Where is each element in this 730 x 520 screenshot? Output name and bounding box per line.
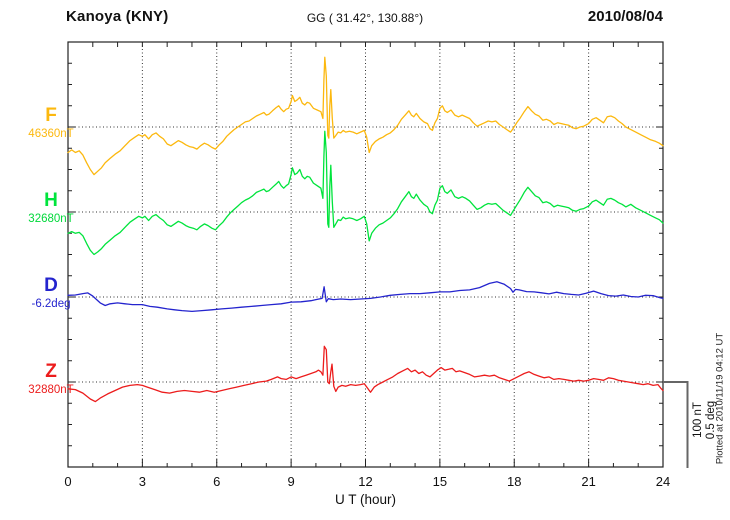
x-tick-label-18: 18 xyxy=(507,474,522,489)
channel-baseline-H: 32680nT xyxy=(28,213,74,225)
plot-date: 2010/08/04 xyxy=(587,8,663,25)
channel-letter-Z: Z xyxy=(45,361,57,382)
station-title: Kanoya (KNY) xyxy=(66,8,169,25)
x-tick-label-15: 15 xyxy=(432,474,448,489)
x-tick-label-21: 21 xyxy=(581,474,596,489)
channel-letter-D: D xyxy=(44,275,58,296)
channel-label-F: F 46360nT xyxy=(16,106,86,141)
series-line-Z xyxy=(67,345,664,403)
channel-label-H: H 32680nT xyxy=(16,191,86,226)
channel-label-Z: Z 32880nT xyxy=(16,362,86,397)
plotted-at-note: Plotted at 2010/11/19 04:12 UT xyxy=(714,332,726,465)
x-tick-label-6: 6 xyxy=(213,474,221,489)
x-tick-label-9: 9 xyxy=(287,474,295,489)
channel-baseline-F: 46360nT xyxy=(28,128,74,140)
x-axis-title: U T (hour) xyxy=(334,492,397,507)
x-tick-label-0: 0 xyxy=(64,474,72,489)
x-tick-label-3: 3 xyxy=(138,474,146,489)
scalebar xyxy=(663,381,689,468)
channel-baseline-Z: 32880nT xyxy=(28,384,74,396)
x-tick-label-24: 24 xyxy=(655,474,671,489)
series-line-F xyxy=(67,56,664,176)
channel-baseline-D: -6.2deg xyxy=(31,298,71,310)
geographic-coordinates: GG ( 31.42°, 130.88°) xyxy=(306,11,424,25)
x-tick-label-12: 12 xyxy=(358,474,373,489)
channel-letter-F: F xyxy=(45,105,57,126)
scalebar-label-nt: 100 nT xyxy=(692,402,704,438)
channel-label-D: D -6.2deg xyxy=(16,276,86,311)
series-line-H xyxy=(67,130,664,256)
channel-letter-H: H xyxy=(44,190,58,211)
series-line-D xyxy=(67,281,664,313)
